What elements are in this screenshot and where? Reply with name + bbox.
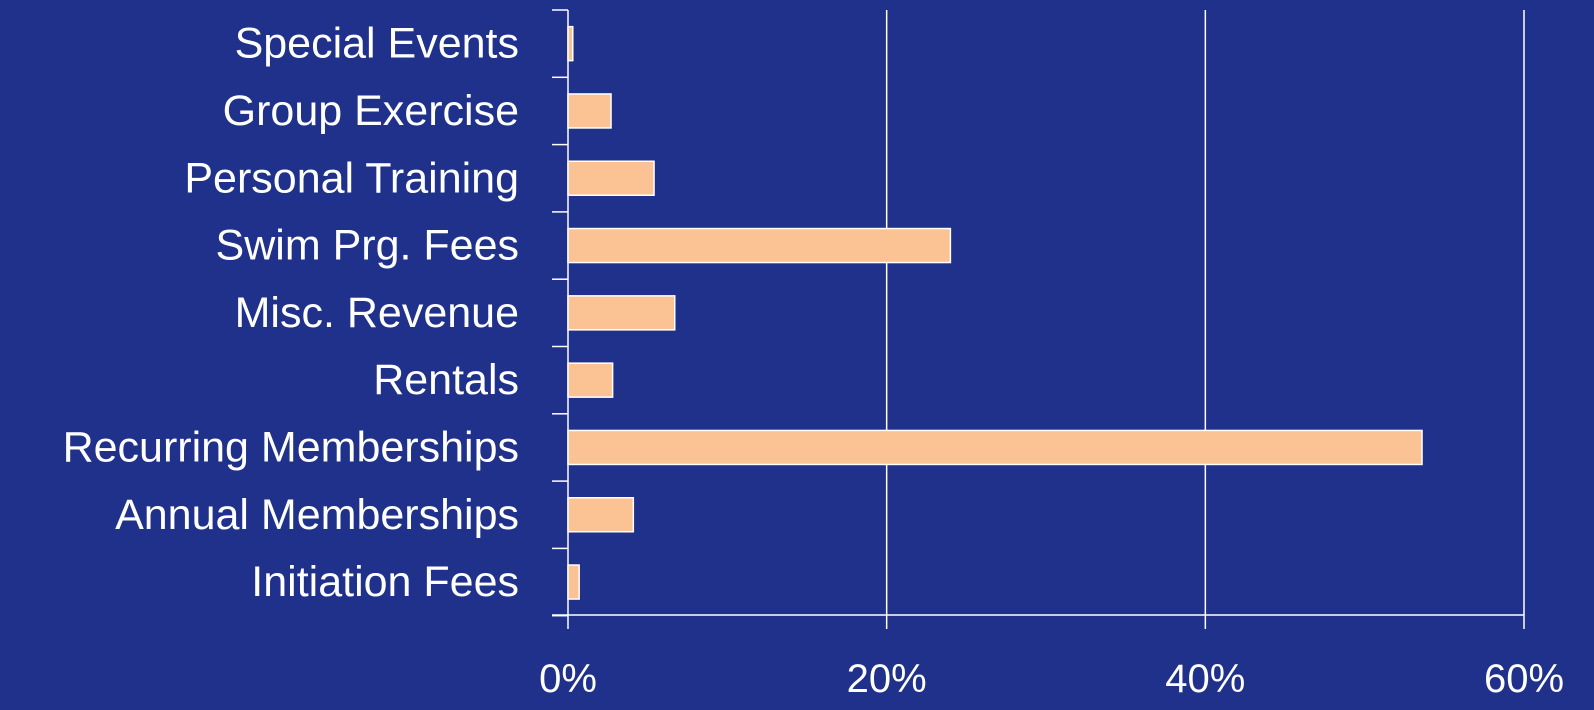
x-tick-label: 20% xyxy=(847,657,927,701)
bar-recurring-memberships xyxy=(567,429,1423,466)
category-labels: Special Events Group Exercise Personal Tra… xyxy=(63,20,519,606)
bar-group-exercise xyxy=(567,93,612,129)
bar-rentals xyxy=(567,362,614,398)
bar-personal-training xyxy=(567,160,655,196)
x-tick-label: 60% xyxy=(1484,657,1564,701)
bar-special-events xyxy=(567,25,574,62)
bar-swim-prg-fees xyxy=(567,227,952,264)
bar-annual-memberships xyxy=(567,497,635,533)
category-label: Personal Training xyxy=(184,154,519,202)
x-tick-label: 0% xyxy=(539,657,597,701)
bars xyxy=(567,25,1423,600)
category-label: Recurring Memberships xyxy=(63,423,519,471)
category-label: Swim Prg. Fees xyxy=(216,222,519,270)
category-label: Misc. Revenue xyxy=(235,289,519,337)
category-label: Initiation Fees xyxy=(251,558,519,606)
category-label: Rentals xyxy=(373,356,519,404)
bar-initiation-fees xyxy=(567,564,580,600)
category-label: Special Events xyxy=(235,20,519,68)
bar-misc-revenue xyxy=(567,295,676,331)
category-label: Annual Memberships xyxy=(115,491,519,539)
x-tick-labels: 0% 20% 40% 60% xyxy=(539,657,1564,701)
category-label: Group Exercise xyxy=(223,87,519,135)
x-tick-label: 40% xyxy=(1165,657,1245,701)
gridlines xyxy=(885,10,1525,615)
